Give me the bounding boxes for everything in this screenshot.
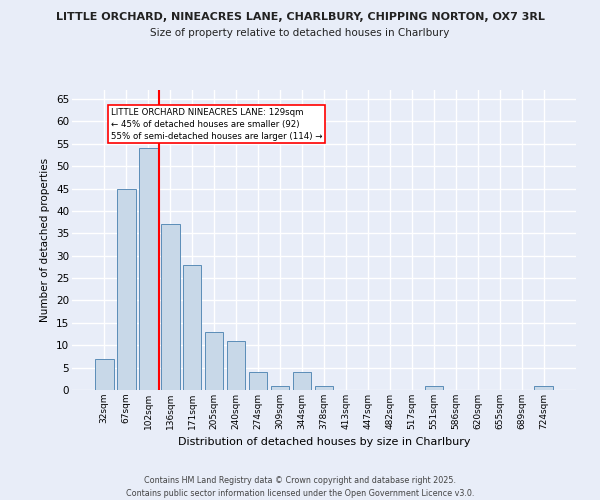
- Bar: [95, 358, 113, 390]
- Text: Contains HM Land Registry data © Crown copyright and database right 2025.
Contai: Contains HM Land Registry data © Crown c…: [126, 476, 474, 498]
- Text: LITTLE ORCHARD, NINEACRES LANE, CHARLBURY, CHIPPING NORTON, OX7 3RL: LITTLE ORCHARD, NINEACRES LANE, CHARLBUR…: [56, 12, 544, 22]
- Bar: [271, 386, 289, 390]
- X-axis label: Distribution of detached houses by size in Charlbury: Distribution of detached houses by size …: [178, 438, 470, 448]
- Bar: [249, 372, 268, 390]
- Bar: [293, 372, 311, 390]
- Bar: [161, 224, 179, 390]
- Bar: [139, 148, 158, 390]
- Bar: [227, 340, 245, 390]
- Bar: [183, 264, 202, 390]
- Y-axis label: Number of detached properties: Number of detached properties: [40, 158, 50, 322]
- Text: LITTLE ORCHARD NINEACRES LANE: 129sqm
← 45% of detached houses are smaller (92)
: LITTLE ORCHARD NINEACRES LANE: 129sqm ← …: [111, 108, 322, 140]
- Bar: [535, 386, 553, 390]
- Text: Size of property relative to detached houses in Charlbury: Size of property relative to detached ho…: [151, 28, 449, 38]
- Bar: [314, 386, 334, 390]
- Bar: [425, 386, 443, 390]
- Bar: [205, 332, 223, 390]
- Bar: [117, 188, 136, 390]
